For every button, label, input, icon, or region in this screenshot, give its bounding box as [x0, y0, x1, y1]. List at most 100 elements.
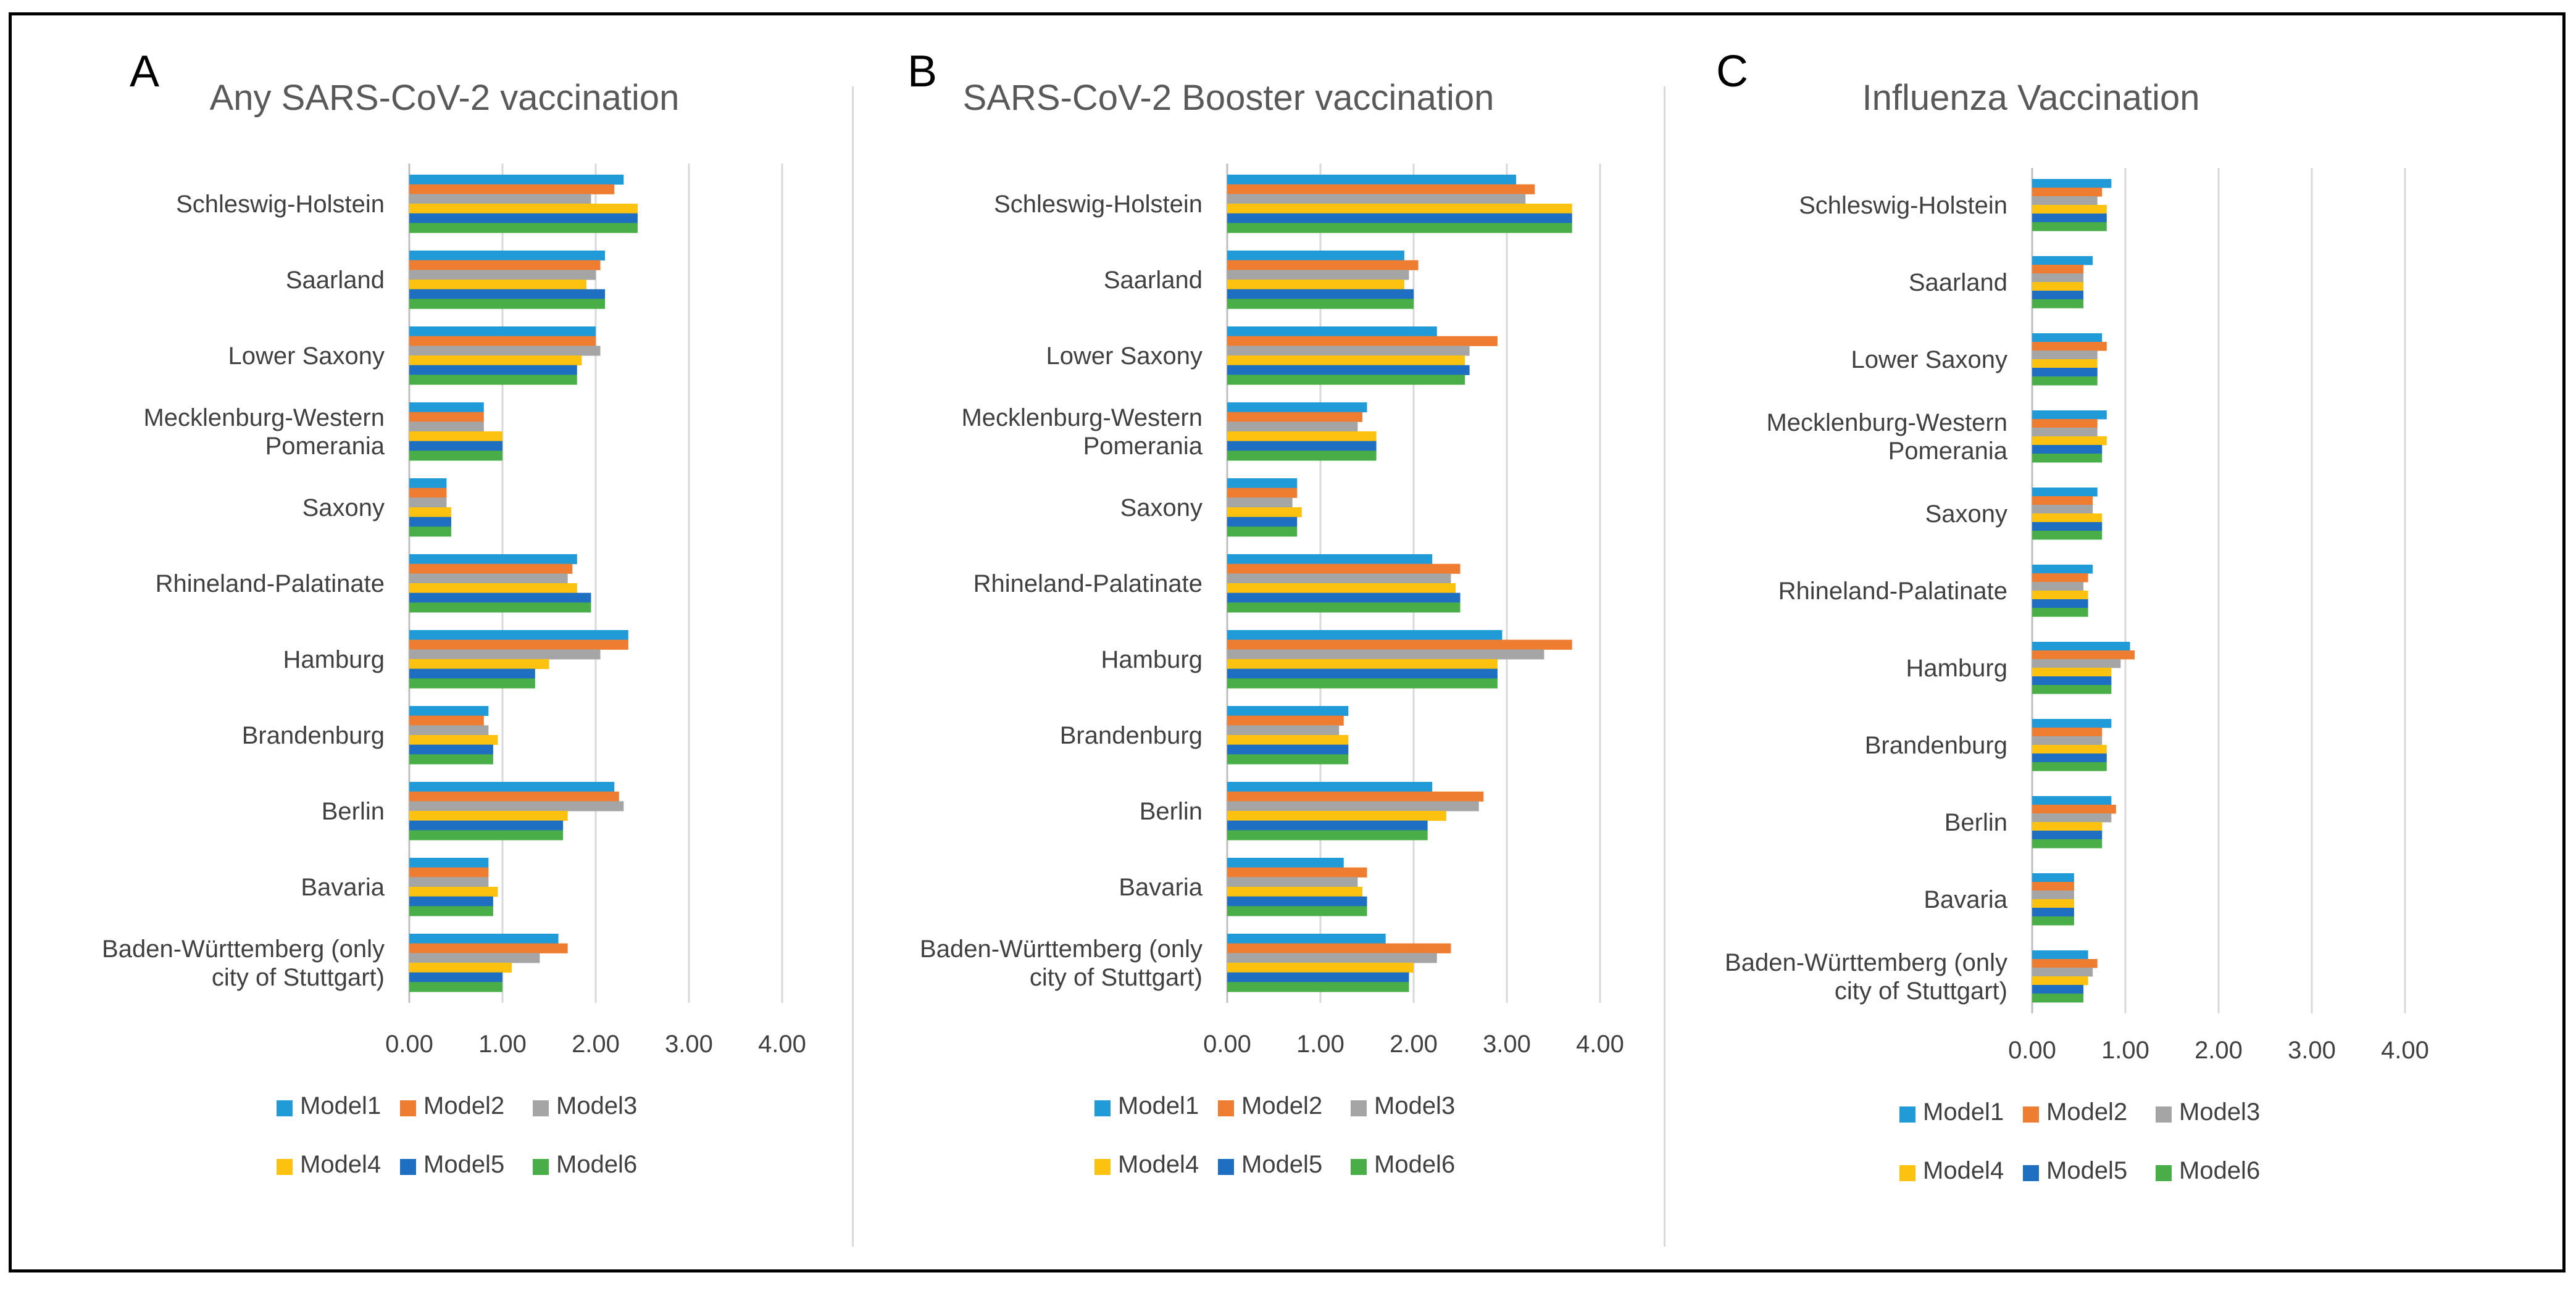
- category-label: Saarland: [1104, 267, 1203, 294]
- bar-model4: [2032, 591, 2088, 600]
- category-label: Saarland: [1909, 269, 2007, 296]
- bar-model3: [1227, 270, 1409, 280]
- bar-model6: [2032, 222, 2107, 231]
- bar-model1: [2032, 719, 2112, 728]
- legend-swatch-model3: [533, 1100, 549, 1116]
- bar-model4: [2032, 436, 2107, 446]
- x-tick-label: 3.00: [2288, 1037, 2336, 1064]
- bar-model5: [2032, 445, 2103, 454]
- bar-model6: [1227, 299, 1414, 309]
- bar-model4: [1227, 280, 1404, 290]
- bar-model1: [1227, 326, 1437, 337]
- category-label: Hamburg: [1101, 646, 1203, 673]
- category-label: Saxony: [1925, 500, 2007, 528]
- bar-model2: [1227, 791, 1484, 802]
- bar-model5: [2032, 291, 2084, 300]
- panel-divider-1: [852, 86, 854, 1247]
- bar-model3: [409, 270, 596, 280]
- bar-model1: [2032, 796, 2112, 805]
- legend-swatch-model5: [1218, 1159, 1234, 1175]
- bar-model3: [1227, 346, 1470, 356]
- x-tick-label: 0.00: [1203, 1031, 1251, 1058]
- bar-model2: [2032, 650, 2135, 660]
- x-tick-label: 1.00: [478, 1031, 527, 1058]
- legend-swatch-model2: [2023, 1106, 2039, 1123]
- bar-model5: [1227, 365, 1470, 375]
- bar-model3: [409, 497, 447, 508]
- bar-model1: [409, 706, 489, 716]
- bar-model6: [409, 906, 493, 916]
- x-tick-label: 1.00: [1296, 1031, 1344, 1058]
- bar-model6: [2032, 454, 2103, 463]
- category-label: Rhineland-Palatinate: [973, 570, 1203, 597]
- legend-swatch-model1: [1094, 1100, 1111, 1116]
- bar-model6: [2032, 994, 2084, 1003]
- category-label: Brandenburg: [1060, 722, 1203, 749]
- bar-model6: [1227, 906, 1367, 916]
- bar-model5: [409, 972, 502, 982]
- category-label: Lower Saxony: [1851, 346, 2007, 373]
- bar-model5: [409, 213, 638, 223]
- bar-model3: [1227, 877, 1358, 887]
- bar-model5: [1227, 213, 1572, 223]
- bar-model6: [2032, 762, 2107, 771]
- category-label: city of Stuttgart): [1030, 964, 1203, 991]
- bar-model2: [2032, 805, 2116, 814]
- bar-model3: [409, 801, 624, 812]
- bar-model5: [2032, 522, 2103, 531]
- bar-model3: [2032, 582, 2084, 591]
- bar-model3: [1227, 953, 1437, 963]
- bar-model3: [1227, 801, 1479, 812]
- legend-swatch-model6: [533, 1159, 549, 1175]
- bar-model5: [409, 744, 493, 755]
- bar-model1: [2032, 950, 2088, 960]
- legend-label: Model3: [2179, 1098, 2260, 1126]
- panel-letter: A: [130, 47, 159, 96]
- bar-model3: [2032, 813, 2112, 823]
- bar-model6: [409, 223, 638, 233]
- bar-model4: [1227, 355, 1465, 366]
- bar-model6: [2032, 531, 2103, 540]
- category-label: Brandenburg: [1865, 732, 2007, 759]
- x-tick-label: 0.00: [2008, 1037, 2056, 1064]
- chart-title: SARS-CoV-2 Booster vaccination: [963, 78, 1494, 118]
- panel-letter: C: [1716, 47, 1748, 96]
- category-label: Pomerania: [1083, 433, 1203, 460]
- bar-model3: [2032, 428, 2098, 437]
- bar-model1: [2032, 873, 2074, 882]
- bar-model1: [409, 630, 628, 641]
- legend-label: Model6: [2179, 1157, 2260, 1184]
- bar-model6: [409, 982, 502, 992]
- legend-swatch-model4: [1899, 1165, 1915, 1181]
- bar-model4: [2032, 745, 2107, 754]
- bar-model2: [2032, 342, 2107, 351]
- category-label: Rhineland-Palatinate: [1778, 578, 2007, 605]
- bar-model6: [1227, 526, 1298, 537]
- bar-model4: [2032, 513, 2103, 523]
- chart-title: Any SARS-CoV-2 vaccination: [210, 78, 680, 118]
- bar-model2: [1227, 260, 1419, 270]
- bar-model6: [409, 754, 493, 765]
- bar-model5: [2032, 599, 2088, 608]
- bar-model5: [409, 289, 606, 299]
- legend-swatch-model6: [2156, 1165, 2172, 1181]
- bar-model1: [1227, 251, 1404, 261]
- bar-model2: [409, 791, 619, 802]
- bar-model5: [2032, 368, 2098, 377]
- bar-model2: [409, 715, 484, 726]
- legend-swatch-model3: [2156, 1106, 2172, 1123]
- bar-model2: [1227, 715, 1344, 726]
- bar-model3: [409, 346, 601, 356]
- bar-model3: [1227, 421, 1358, 432]
- legend-swatch-model4: [277, 1159, 293, 1175]
- bar-model4: [2032, 359, 2098, 368]
- bar-model1: [2032, 333, 2103, 342]
- bar-model1: [1227, 858, 1344, 868]
- bar-model5: [1227, 896, 1367, 907]
- bar-model4: [409, 507, 451, 518]
- bar-model2: [1227, 336, 1498, 346]
- x-tick-label: 0.00: [385, 1031, 433, 1058]
- legend-label: Model4: [300, 1151, 381, 1178]
- legend-label: Model3: [556, 1092, 637, 1119]
- legend-swatch-model6: [1351, 1159, 1367, 1175]
